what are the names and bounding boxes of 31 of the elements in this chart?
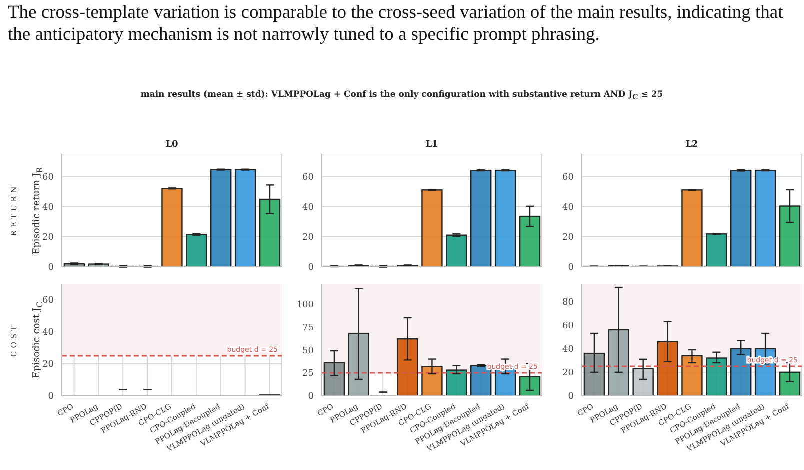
chart-title: L1: [424, 140, 440, 150]
y-tick-label: 60: [302, 172, 314, 183]
y-tick-label: 20: [562, 368, 574, 379]
y-tick-label: 100: [296, 300, 314, 310]
y-tick-label: 80: [562, 298, 574, 308]
y-tick-label: 0: [48, 263, 54, 274]
y-tick-label: 0: [308, 263, 314, 274]
y-tick-label: 0: [568, 392, 574, 402]
y-tick-label: 25: [302, 369, 314, 380]
y-tick-label: 40: [562, 345, 574, 356]
y-tick-label: 60: [42, 172, 54, 183]
y-tick-label: 40: [42, 202, 54, 213]
text: The cross-template variation is comparable to the cross-seed variation of the main results, indicating that the anticipatory mechanism is not narrowly tuned to a specific prompt phrasing.: [8, 2, 784, 46]
y-tick-label: 20: [42, 360, 54, 370]
y-tick-label: 40: [562, 202, 574, 213]
y-tick-label: 75: [302, 323, 314, 334]
y-tick-label: 50: [302, 346, 314, 356]
y-tick-label: 40: [302, 202, 314, 213]
y-tick-label: 60: [562, 172, 574, 183]
y-tick-label: 60: [42, 296, 54, 306]
text: main results (mean ± std): VLMPPOLag + Conf is the only configuration with substantive return AND J$_{C}$ ≤ 25: [140, 90, 664, 102]
chart-title: L0: [164, 140, 180, 150]
y-tick-label: 20: [302, 233, 314, 244]
y-tick-label: 20: [562, 233, 574, 244]
chart-title: L2: [684, 140, 700, 150]
y-tick-label: 20: [42, 233, 54, 244]
y-tick-label: 60: [562, 321, 574, 332]
y-tick-label: 0: [308, 392, 314, 402]
y-tick-label: 40: [42, 328, 54, 338]
y-tick-label: 0: [48, 392, 54, 402]
y-tick-label: 0: [568, 263, 574, 274]
